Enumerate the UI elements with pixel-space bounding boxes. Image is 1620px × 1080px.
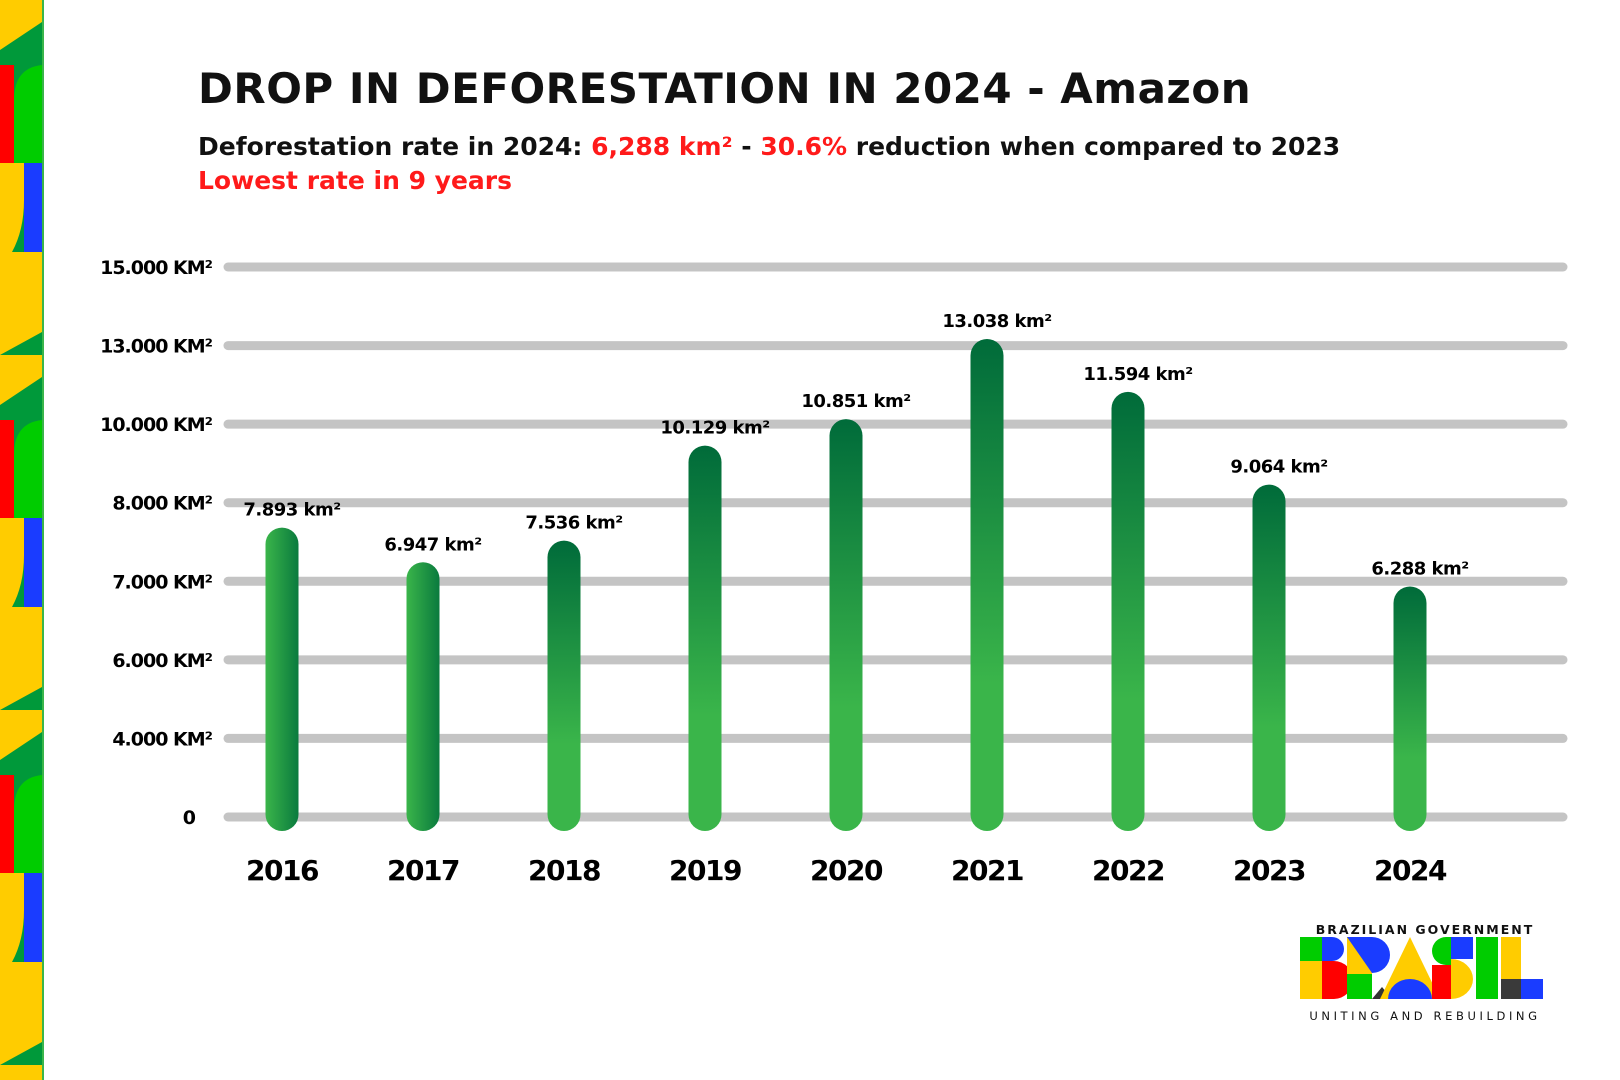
y-tick-label: 0 xyxy=(183,807,196,829)
subtitle-prefix: Deforestation rate in 2024: xyxy=(198,132,592,161)
y-tick-label: 4.000 KM² xyxy=(112,728,212,750)
x-tick-label: 2020 xyxy=(810,854,883,887)
subtitle-percent: 30.6% xyxy=(760,132,848,161)
bar-2021 xyxy=(970,338,1004,831)
subtitle-suffix: reduction when compared to 2023 xyxy=(847,132,1341,161)
y-tick-label: 6.000 KM² xyxy=(112,650,212,672)
brasil-government-logo: BRAZILIAN GOVERNMENT UNITING AND REBUILD… xyxy=(1300,922,1560,1023)
logo-bottom-text: UNITING AND REBUILDING xyxy=(1309,1009,1541,1023)
x-tick-label: 2021 xyxy=(951,854,1023,887)
bar-2023 xyxy=(1252,484,1286,831)
y-tick-label: 7.000 KM² xyxy=(112,571,212,593)
data-label: 11.594 km² xyxy=(1083,364,1192,385)
logo-top-text: BRAZILIAN GOVERNMENT xyxy=(1315,922,1535,937)
bar-2016 xyxy=(265,527,299,831)
chart-subtitle: Deforestation rate in 2024: 6,288 km² - … xyxy=(198,132,1340,161)
data-label: 10.851 km² xyxy=(801,391,910,412)
x-tick-label: 2023 xyxy=(1233,854,1305,887)
subtitle-value: 6,288 km² xyxy=(591,132,733,161)
data-label: 6.288 km² xyxy=(1371,558,1468,579)
x-tick-label: 2022 xyxy=(1092,854,1164,887)
bar-2024 xyxy=(1393,586,1427,831)
x-tick-label: 2019 xyxy=(669,854,741,887)
x-tick-label: 2017 xyxy=(387,854,459,887)
x-tick-label: 2018 xyxy=(528,854,600,887)
y-tick-label: 13.000 KM² xyxy=(100,336,213,358)
y-tick-label: 8.000 KM² xyxy=(112,493,212,515)
chart-highlight: Lowest rate in 9 years xyxy=(198,166,513,195)
data-label: 6.947 km² xyxy=(384,534,481,555)
bar-2017 xyxy=(406,562,440,831)
bar-2019 xyxy=(688,445,722,831)
brasil-logo-mark xyxy=(1300,937,1543,999)
data-label: 13.038 km² xyxy=(942,311,1051,332)
bar-2018 xyxy=(547,540,581,831)
y-tick-label: 10.000 KM² xyxy=(100,414,213,436)
chart-title: DROP IN DEFORESTATION IN 2024 - Amazon xyxy=(198,64,1252,113)
x-tick-label: 2024 xyxy=(1374,854,1447,887)
bar-2022 xyxy=(1111,391,1145,831)
x-tick-label: 2016 xyxy=(246,854,318,887)
data-label: 7.536 km² xyxy=(525,513,622,534)
data-label: 10.129 km² xyxy=(660,418,769,439)
subtitle-separator: - xyxy=(732,132,761,161)
data-label: 7.893 km² xyxy=(243,500,340,521)
data-label: 9.064 km² xyxy=(1230,457,1327,478)
bar-2020 xyxy=(829,419,863,831)
decorative-color-strip xyxy=(0,0,44,1080)
y-tick-label: 15.000 KM² xyxy=(100,257,213,279)
